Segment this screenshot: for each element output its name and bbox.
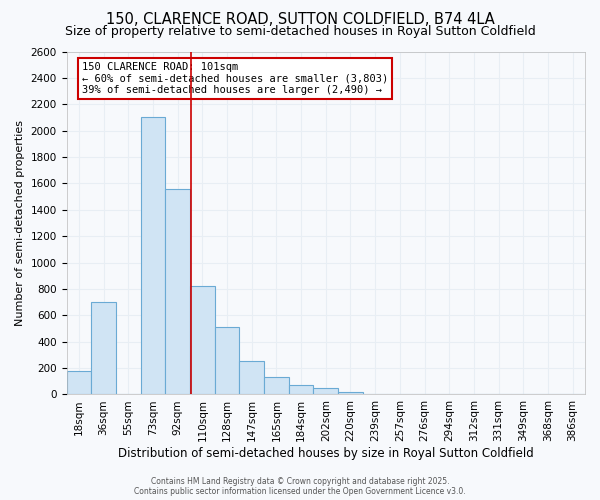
Text: 150, CLARENCE ROAD, SUTTON COLDFIELD, B74 4LA: 150, CLARENCE ROAD, SUTTON COLDFIELD, B7… [106, 12, 494, 28]
Bar [215, 327, 239, 394]
Bar [67, 372, 91, 394]
X-axis label: Distribution of semi-detached houses by size in Royal Sutton Coldfield: Distribution of semi-detached houses by … [118, 447, 533, 460]
Bar [91, 302, 116, 394]
Bar [264, 378, 289, 394]
Bar [313, 388, 338, 394]
Bar [289, 384, 313, 394]
Text: 150 CLARENCE ROAD: 101sqm
← 60% of semi-detached houses are smaller (3,803)
39% : 150 CLARENCE ROAD: 101sqm ← 60% of semi-… [82, 62, 388, 95]
Bar [239, 361, 264, 394]
Text: Contains HM Land Registry data © Crown copyright and database right 2025.
Contai: Contains HM Land Registry data © Crown c… [134, 476, 466, 496]
Bar [140, 118, 165, 394]
Bar [338, 392, 363, 394]
Y-axis label: Number of semi-detached properties: Number of semi-detached properties [15, 120, 25, 326]
Bar [190, 286, 215, 395]
Text: Size of property relative to semi-detached houses in Royal Sutton Coldfield: Size of property relative to semi-detach… [65, 25, 535, 38]
Bar [165, 188, 190, 394]
